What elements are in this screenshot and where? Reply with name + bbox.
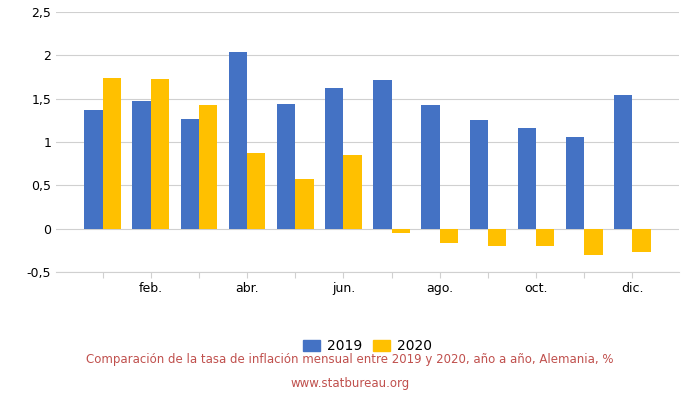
Bar bbox=[518, 128, 536, 229]
Bar bbox=[440, 229, 458, 243]
Bar bbox=[584, 229, 603, 255]
Bar bbox=[132, 101, 150, 229]
Bar bbox=[373, 80, 391, 229]
Bar bbox=[536, 229, 554, 246]
Bar bbox=[566, 137, 584, 229]
Bar bbox=[277, 104, 295, 229]
Bar bbox=[181, 118, 199, 229]
Bar bbox=[614, 95, 632, 229]
Bar bbox=[247, 153, 265, 229]
Bar bbox=[344, 155, 362, 229]
Bar bbox=[229, 52, 247, 229]
Bar bbox=[103, 78, 121, 229]
Text: Comparación de la tasa de inflación mensual entre 2019 y 2020, año a año, Aleman: Comparación de la tasa de inflación mens… bbox=[86, 354, 614, 366]
Bar bbox=[199, 105, 217, 229]
Bar bbox=[391, 229, 410, 233]
Bar bbox=[325, 88, 344, 229]
Bar bbox=[84, 110, 103, 229]
Bar bbox=[632, 229, 651, 252]
Text: www.statbureau.org: www.statbureau.org bbox=[290, 378, 410, 390]
Bar bbox=[470, 120, 488, 229]
Bar bbox=[295, 179, 314, 229]
Bar bbox=[488, 229, 506, 246]
Bar bbox=[421, 105, 440, 229]
Legend: 2019, 2020: 2019, 2020 bbox=[298, 334, 438, 359]
Bar bbox=[150, 79, 169, 229]
